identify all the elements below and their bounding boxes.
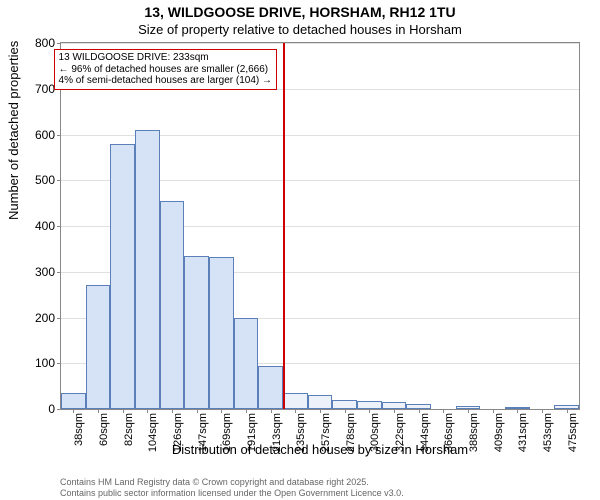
ytick-mark [57,318,61,319]
footer-line-1: Contains HM Land Registry data © Crown c… [60,477,404,487]
ytick-mark [57,272,61,273]
histogram-bar [86,285,111,409]
ytick-mark [57,226,61,227]
ytick-label: 0 [48,402,55,416]
histogram-bar [234,318,259,410]
ytick-label: 300 [35,265,55,279]
annotation-line-2: ← 96% of detached houses are smaller (2,… [59,64,272,76]
footer-line-2: Contains public sector information licen… [60,488,404,498]
gridline [61,43,579,44]
histogram-bar [61,393,86,409]
histogram-bar [382,402,407,409]
plot-area: 010020030040050060070080038sqm60sqm82sqm… [60,42,580,410]
ytick-label: 700 [35,82,55,96]
ytick-label: 100 [35,356,55,370]
ytick-mark [57,43,61,44]
y-axis-label: Number of detached properties [6,41,21,220]
ytick-label: 600 [35,128,55,142]
ytick-label: 400 [35,219,55,233]
ytick-label: 500 [35,173,55,187]
chart-title: 13, WILDGOOSE DRIVE, HORSHAM, RH12 1TU [0,4,600,20]
ytick-mark [57,135,61,136]
histogram-bar [135,130,160,409]
histogram-bar [184,256,209,409]
ytick-mark [57,180,61,181]
x-axis-label: Distribution of detached houses by size … [60,442,580,457]
histogram-bar [332,400,357,409]
footer-attribution: Contains HM Land Registry data © Crown c… [60,477,404,498]
histogram-bar [357,401,382,409]
ytick-label: 800 [35,36,55,50]
annotation-line-3: 4% of semi-detached houses are larger (1… [59,75,272,87]
annotation-box: 13 WILDGOOSE DRIVE: 233sqm← 96% of detac… [54,49,277,90]
histogram-bar [258,366,283,409]
chart-subtitle: Size of property relative to detached ho… [0,22,600,37]
histogram-bar [110,144,135,409]
chart-container: 13, WILDGOOSE DRIVE, HORSHAM, RH12 1TU S… [0,0,600,500]
histogram-bar [283,393,308,409]
histogram-bar [209,257,234,409]
ytick-mark [57,409,61,410]
annotation-line-1: 13 WILDGOOSE DRIVE: 233sqm [59,52,272,64]
ytick-label: 200 [35,311,55,325]
marker-line [283,43,285,409]
ytick-mark [57,363,61,364]
histogram-bar [160,201,185,409]
histogram-bar [308,395,333,409]
